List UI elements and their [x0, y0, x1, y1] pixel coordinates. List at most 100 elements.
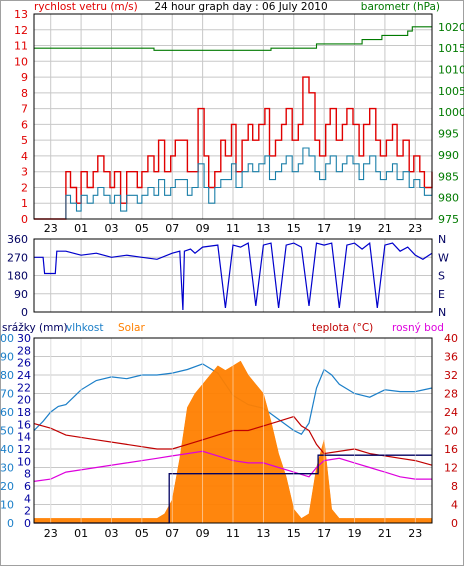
wind-axis-title: rychlost vetru (m/s) [34, 1, 138, 13]
x-tick-label: 19 [348, 527, 362, 540]
wind-tick-label: 13 [14, 8, 28, 21]
x-tick-label: 23 [44, 222, 58, 235]
wind-tick-label: 1 [21, 197, 28, 210]
temperature-tick-label: 32 [444, 369, 458, 382]
x-tick-label: 23 [408, 527, 422, 540]
x-tick-label: 07 [165, 527, 179, 540]
x-tick-label: 01 [74, 222, 88, 235]
direction-tick-labels: 0 N 90 E 180 S 270 W 360 N [7, 233, 449, 319]
x-tick-label: 05 [135, 527, 149, 540]
temperature-tick-label: 4 [451, 499, 458, 512]
temperature-tick-label: 8 [451, 480, 458, 493]
wind-tick-labels: 0123456789101112139759809859909951000100… [14, 8, 464, 235]
direction-tick-label: 180 [7, 270, 28, 283]
temperature-tick-label: 12 [444, 462, 458, 475]
temperature-tick-label: 40 [444, 332, 458, 345]
wind-pressure-panel: rychlost vetru (m/s) 24 hour graph day :… [14, 1, 464, 235]
wind-tick-label: 11 [14, 40, 28, 53]
x-tick-label: 19 [348, 222, 362, 235]
x-tick-label: 11 [226, 222, 240, 235]
x-tick-label: 23 [408, 222, 422, 235]
x-tick-label: 07 [165, 222, 179, 235]
rain-humidity-temperature-panel: srážky (mm) vlhkost Solar teplota (°C) r… [0, 322, 458, 540]
pressure-tick-label: 1005 [438, 85, 464, 98]
compass-tick-label: S [438, 270, 445, 283]
rain-tick-label: 8 [24, 468, 31, 481]
x-tick-label: 01 [74, 527, 88, 540]
direction-line [34, 241, 433, 311]
wind-tick-label: 6 [21, 118, 28, 131]
pressure-tick-label: 980 [438, 192, 459, 205]
wind-tick-label: 5 [21, 134, 28, 147]
humidity-tick-label: 60 [0, 406, 14, 419]
x-tick-label: 11 [226, 527, 240, 540]
x-tick-label: 21 [378, 222, 392, 235]
pressure-tick-label: 1020 [438, 21, 464, 34]
compass-tick-label: N [438, 233, 446, 246]
rain-tick-label: 16 [17, 418, 31, 431]
humidity-tick-label: 20 [0, 480, 14, 493]
direction-series [34, 241, 433, 311]
rain-tick-label: 28 [17, 344, 31, 357]
wind-tick-label: 4 [21, 150, 28, 163]
wind-line [34, 76, 433, 220]
rain-tick-label: 20 [17, 394, 31, 407]
wind-tick-label: 10 [14, 55, 28, 68]
pressure-axis-title: barometr (hPa) [361, 1, 440, 13]
chart-title: 24 hour graph day : 06 July 2010 [154, 1, 327, 13]
x-tick-label: 23 [44, 527, 58, 540]
rain-tick-label: 0 [24, 517, 31, 530]
rain-tick-label: 4 [24, 492, 31, 505]
rain-tick-label: 22 [17, 381, 31, 394]
wind-direction-panel: 0 N 90 E 180 S 270 W 360 N [7, 233, 449, 319]
rain-tick-label: 26 [17, 357, 31, 370]
compass-tick-label: N [438, 306, 446, 319]
direction-tick-label: 90 [14, 288, 28, 301]
legend-temperature: teplota (°C) [312, 322, 373, 334]
humidity-tick-label: 40 [0, 443, 14, 456]
x-tick-label: 17 [317, 527, 331, 540]
humidity-tick-label: 90 [0, 351, 14, 364]
humidity-tick-label: 80 [0, 369, 14, 382]
rain-series [33, 338, 433, 524]
pressure-tick-label: 1010 [438, 64, 464, 77]
wind-plot-border [33, 13, 433, 220]
wind-tick-label: 12 [14, 24, 28, 37]
x-tick-label: 15 [287, 527, 301, 540]
rain-tick-label: 12 [17, 443, 31, 456]
gust_avg-line [34, 147, 433, 220]
humidity-tick-label: 10 [0, 499, 14, 512]
wind-tick-label: 3 [21, 166, 28, 179]
pressure-tick-label: 975 [438, 213, 459, 226]
x-tick-label: 17 [317, 222, 331, 235]
humidity-tick-label: 30 [0, 462, 14, 475]
wind-series [34, 26, 433, 220]
pressure-tick-label: 985 [438, 170, 459, 183]
direction-tick-label: 360 [7, 233, 28, 246]
rain-tick-label: 18 [17, 406, 31, 419]
x-tick-label: 21 [378, 527, 392, 540]
humidity-tick-label: 50 [0, 425, 14, 438]
temperature-tick-label: 36 [444, 351, 458, 364]
wind-tick-label: 8 [21, 87, 28, 100]
rain-tick-labels: 0102030405060708090100024681012141618202… [0, 332, 458, 540]
legend-solar: Solar [118, 322, 145, 334]
pressure-tick-label: 1000 [438, 106, 464, 119]
rain-tick-label: 2 [24, 505, 31, 518]
legend-rain: srážky (mm) [2, 322, 68, 334]
rain-tick-label: 30 [17, 332, 31, 345]
direction-tick-label: 270 [7, 251, 28, 264]
humidity-tick-label: 0 [7, 517, 14, 530]
pressure-tick-label: 1015 [438, 42, 464, 55]
legend-dewpoint: rosný bod [392, 322, 444, 334]
legend-humidity: vlhkost [66, 322, 104, 334]
rain-tick-label: 14 [17, 431, 31, 444]
x-tick-label: 09 [196, 527, 210, 540]
temperature-tick-label: 20 [444, 425, 458, 438]
temperature-tick-label: 16 [444, 443, 458, 456]
rain-plot-border [33, 337, 433, 524]
direction-tick-label: 0 [21, 306, 28, 319]
temperature-tick-label: 0 [451, 517, 458, 530]
x-tick-label: 09 [196, 222, 210, 235]
